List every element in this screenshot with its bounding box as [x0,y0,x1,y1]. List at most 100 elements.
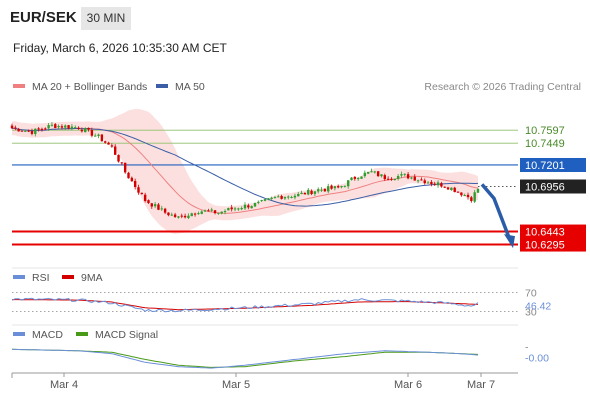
rsi-ma-legend-swatch [62,275,74,279]
candle [273,195,277,199]
candle [380,174,383,178]
candle [340,185,343,189]
candle [420,177,423,181]
candle [337,184,340,189]
macd-legend-label: MACD [32,329,63,341]
ma20-legend-label: MA 20 + Bollinger Bands [32,81,147,93]
candle [97,133,100,139]
candle [463,193,466,197]
candle [410,176,413,180]
candle [173,212,177,218]
candle [187,213,190,219]
macd-line [11,348,479,369]
candle [370,168,373,173]
forecast-arrow-head [504,234,515,249]
candle [170,212,173,217]
candle [160,205,163,212]
candle [20,130,24,132]
candle [293,193,297,200]
timeframe-button[interactable]: 30 MIN [81,7,131,30]
candle [143,192,147,203]
candle [17,127,20,132]
forecast-arrow-line [480,183,512,241]
forecast-arrow [480,183,515,249]
rsi-legend-swatch [13,275,25,279]
candle [300,190,303,195]
candle [440,181,443,188]
candle [210,207,213,212]
candles [10,122,480,219]
candle [227,207,230,211]
bollinger-fill [12,108,478,234]
bollinger-band [12,108,478,234]
candle [346,180,350,189]
datetime-label: Friday, March 6, 2026 10:35:30 AM CET [13,41,227,55]
candle [200,210,203,215]
rsi-ma-legend-label: 9MA [81,272,103,284]
price-levels [12,129,518,246]
macd-signal-legend-swatch [76,332,88,336]
x-tick-label-0: Mar 4 [50,379,78,391]
level-label-4: 10.6443 [525,227,565,239]
candle [80,127,84,133]
candle [303,192,307,195]
candle [290,195,293,199]
candle [163,207,167,215]
rsi-legend-label: RSI [32,272,50,284]
candle [220,211,223,215]
candle [476,187,480,193]
rsi-line [11,297,479,313]
candle [333,185,337,191]
macd-legend-swatch [13,332,25,336]
candle [310,189,313,196]
level-label-3: 10.6956 [525,181,565,193]
candle [320,187,323,193]
candle [353,176,357,181]
candle [137,184,140,195]
candle [430,179,433,187]
candle [470,195,473,203]
candle [217,212,220,215]
candle [127,171,130,179]
x-axis: Mar 4 Mar 5 Mar 6 Mar 7 [11,267,518,391]
candle [307,187,310,196]
symbol-title: EUR/SEK [10,9,77,26]
candle [34,128,37,137]
level-tag-blue [520,157,586,172]
candle [277,194,280,198]
candle [30,128,34,136]
candle [313,191,317,196]
candle [466,192,470,200]
candle [157,202,160,211]
candle [54,122,57,129]
candle [207,208,210,212]
candle [376,170,380,177]
level-label-5: 10.6295 [525,240,565,252]
candle [343,185,347,188]
candle [366,171,370,175]
candle [183,213,187,219]
candle [197,211,200,215]
rsi-tick-1: 30 [525,307,537,319]
candle [24,130,27,132]
candle [180,213,183,219]
candle [77,126,80,130]
candle [14,125,17,131]
candle [140,192,144,195]
candle [153,202,157,209]
candle [446,186,450,190]
candle [237,207,240,211]
candle [460,192,463,197]
rsi-ma-line [12,299,479,311]
candle [453,186,456,193]
candle [390,177,393,181]
candle [47,123,50,131]
candle [297,192,300,197]
candle [57,124,60,129]
candle [433,181,436,186]
level-label-0: 10.7597 [525,125,565,137]
candle [473,189,476,204]
candle [383,173,386,181]
